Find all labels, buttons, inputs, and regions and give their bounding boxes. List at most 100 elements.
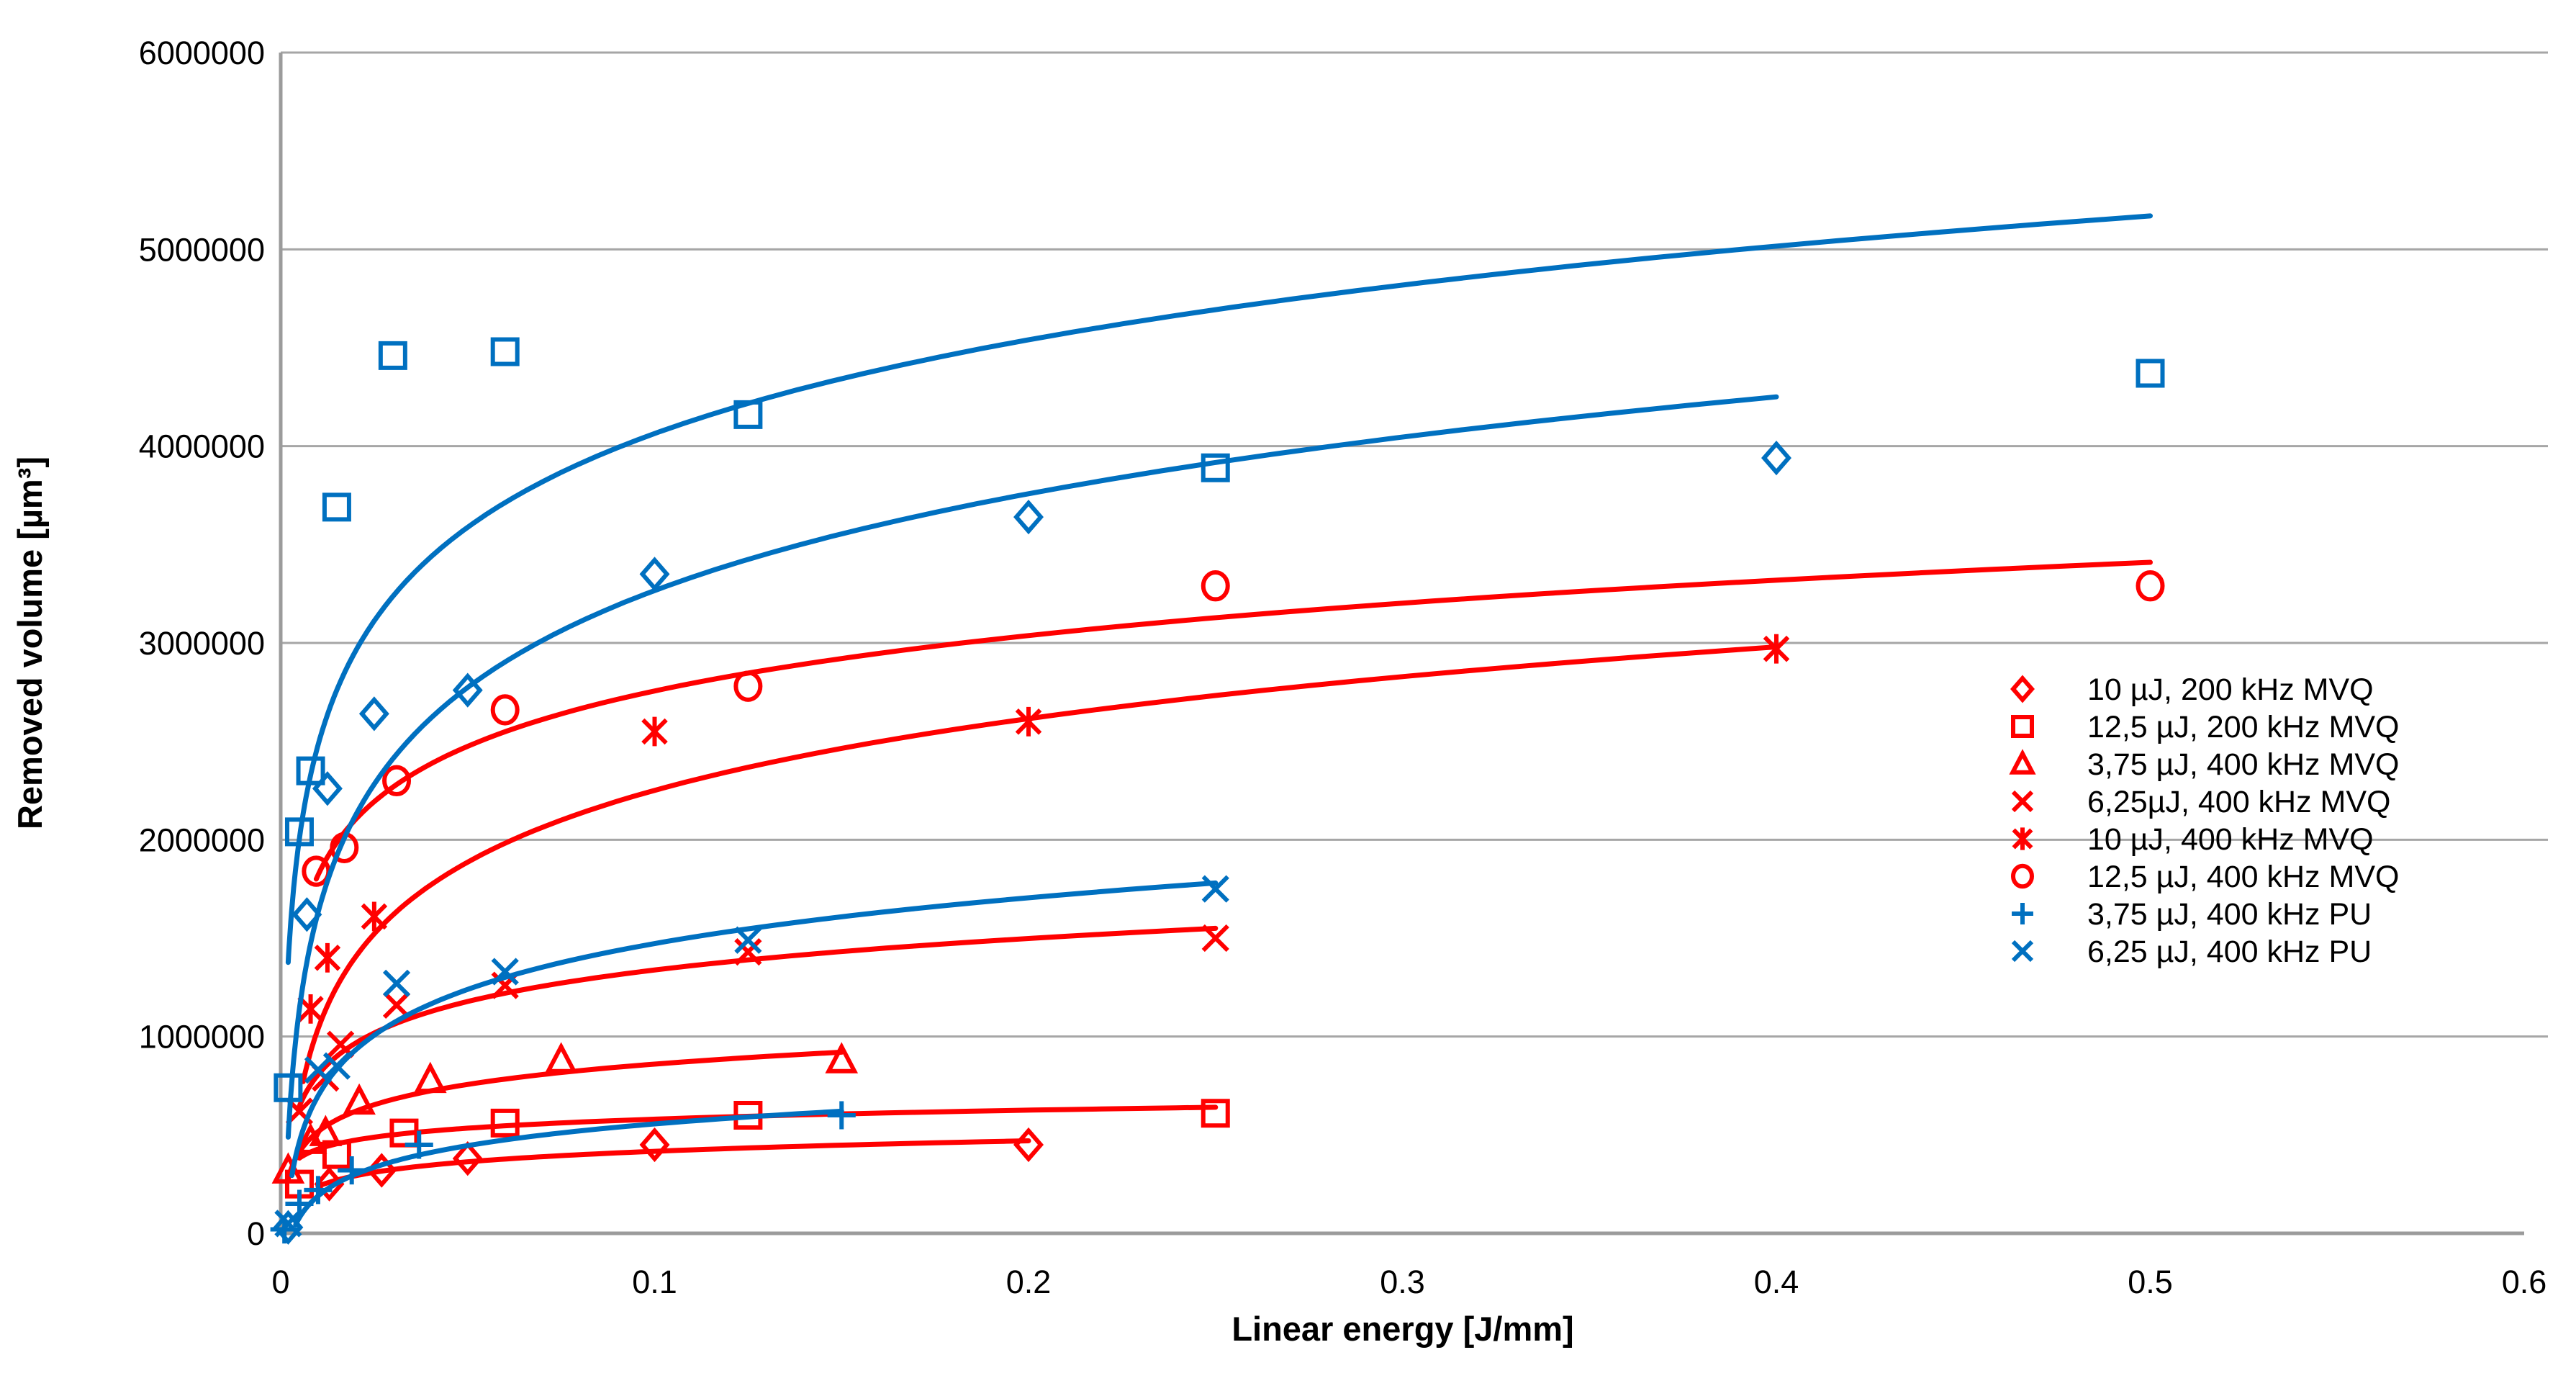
legend-label: 10 µJ, 400 kHz MVQ — [2087, 822, 2374, 857]
legend-marker-triangle-icon — [2009, 749, 2036, 775]
legend-label: 10 µJ, 200 kHz MVQ — [2087, 672, 2374, 707]
data-point-marker — [2136, 570, 2165, 602]
x-tick-label: 0.4 — [1754, 1264, 1799, 1300]
legend-item-mvq-12.5uJ-400kHz: 12,5 µJ, 400 kHz MVQ — [2011, 860, 2399, 894]
data-point-marker — [1013, 499, 1044, 535]
data-point-marker — [452, 672, 483, 708]
data-point-marker — [490, 694, 520, 726]
data-point-marker — [312, 771, 343, 806]
trendline-pu-6.25uJ-400kHz — [289, 880, 1219, 1179]
data-point-marker — [1015, 706, 1042, 737]
data-point-marker — [490, 337, 520, 366]
data-point-marker — [639, 1127, 670, 1163]
y-tick-label: 6000000 — [139, 35, 265, 71]
y-tick-label: 4000000 — [139, 428, 265, 465]
trendline-pu-diamond-unlabeled — [285, 394, 1779, 1140]
data-point-marker — [1013, 1127, 1044, 1163]
y-tick-label: 3000000 — [139, 625, 265, 662]
data-point-marker — [825, 1042, 859, 1073]
data-point-marker — [322, 1052, 351, 1080]
legend-label: 3,75 µJ, 400 kHz MVQ — [2087, 747, 2399, 782]
series-pu-6.25uJ-400kHz — [274, 875, 1229, 1238]
data-point-marker — [382, 765, 412, 796]
trendline-mvq-6.25uJ-400kHz — [297, 925, 1219, 1109]
legend-item-mvq-10uJ-400kHz: 10 µJ, 400 kHz MVQ — [2012, 822, 2374, 857]
legend-marker-x-icon — [2011, 790, 2034, 813]
axes — [279, 53, 2524, 1235]
legend-marker-x-icon — [2011, 940, 2034, 963]
data-point-marker — [491, 958, 519, 986]
data-point-marker — [296, 756, 325, 785]
data-point-marker — [361, 901, 388, 932]
y-tick-label: 2000000 — [139, 821, 265, 858]
data-point-marker — [382, 969, 411, 997]
data-point-marker — [490, 1108, 520, 1138]
data-point-marker — [378, 341, 407, 370]
data-point-marker — [284, 1169, 314, 1199]
y-tick-label: 1000000 — [139, 1019, 265, 1055]
data-point-marker — [639, 557, 670, 592]
data-point-marker — [326, 1030, 355, 1058]
trendline-mvq-12.5uJ-400kHz — [313, 559, 2153, 882]
y-tick-label: 0 — [247, 1215, 265, 1252]
x-tick-label: 0.3 — [1380, 1264, 1425, 1300]
data-point-marker — [322, 1140, 351, 1169]
data-point-marker — [827, 1101, 856, 1130]
series-pu-square-unlabeled — [274, 213, 2165, 1102]
trendline-pu-square-unlabeled — [285, 213, 2153, 965]
data-point-marker — [343, 1083, 376, 1115]
y-tick-label: 5000000 — [139, 231, 265, 268]
series-mvq-10uJ-400kHz — [297, 634, 1790, 1084]
x-tick-label: 0.6 — [2502, 1264, 2547, 1300]
data-point-marker — [544, 1042, 578, 1073]
data-point-marker — [338, 1156, 366, 1185]
data-point-marker — [382, 991, 411, 1019]
data-point-marker — [322, 492, 351, 522]
x-axis-title: Linear energy [J/mm] — [1231, 1310, 1573, 1348]
legend-marker-diamond-icon — [2010, 675, 2035, 703]
data-point-marker — [413, 1061, 447, 1094]
legend-marker-square-icon — [2011, 715, 2034, 738]
data-point-marker — [273, 1210, 304, 1245]
data-point-marker — [1763, 634, 1790, 664]
data-point-marker — [452, 1141, 483, 1176]
data-series — [270, 213, 2165, 1245]
legend-label: 3,75 µJ, 400 kHz PU — [2087, 897, 2372, 932]
data-point-marker — [734, 938, 762, 966]
data-point-marker — [733, 400, 763, 429]
data-point-marker — [1761, 440, 1791, 476]
data-point-marker — [2136, 359, 2165, 388]
data-point-marker — [734, 926, 762, 954]
data-point-marker — [358, 696, 389, 731]
data-point-marker — [405, 1130, 433, 1159]
series-pu-diamond-unlabeled — [273, 394, 1791, 1245]
x-tick-label: 0.1 — [632, 1264, 677, 1300]
y-axis-title: Removed volume [µm³] — [11, 456, 49, 829]
data-point-marker — [641, 716, 668, 747]
trendline-mvq-10uJ-200kHz — [315, 1138, 1031, 1189]
data-point-marker — [1201, 570, 1230, 602]
legend-label: 6,25 µJ, 400 kHz PU — [2087, 935, 2372, 969]
tick-labels: 0 1000000 2000000 3000000 4000000 5000000 6000… — [139, 35, 2546, 1300]
data-point-marker — [1201, 875, 1229, 903]
x-tick-label: 0 — [271, 1264, 289, 1300]
data-point-marker — [314, 942, 341, 973]
legend-item-pu-3.75uJ-400kHz: 3,75 µJ, 400 kHz PU — [2012, 897, 2372, 932]
data-point-marker — [304, 1176, 333, 1205]
data-point-marker — [733, 670, 763, 702]
series-mvq-10uJ-200kHz — [314, 1127, 1044, 1202]
legend-marker-circle-icon — [2011, 863, 2035, 889]
legend-marker-star-icon — [2012, 827, 2033, 850]
legend-item-mvq-10uJ-200kHz: 10 µJ, 200 kHz MVQ — [2010, 672, 2374, 707]
data-point-marker — [314, 1166, 345, 1202]
legend-label: 12,5 µJ, 400 kHz MVQ — [2087, 860, 2399, 894]
legend-label: 6,25µJ, 400 kHz MVQ — [2087, 785, 2391, 819]
legend-label: 12,5 µJ, 200 kHz MVQ — [2087, 710, 2399, 744]
legend-item-pu-6.25uJ-400kHz: 6,25 µJ, 400 kHz PU — [2011, 935, 2372, 969]
data-point-marker — [1201, 453, 1230, 482]
data-point-marker — [284, 817, 314, 847]
data-point-marker — [309, 1115, 343, 1146]
